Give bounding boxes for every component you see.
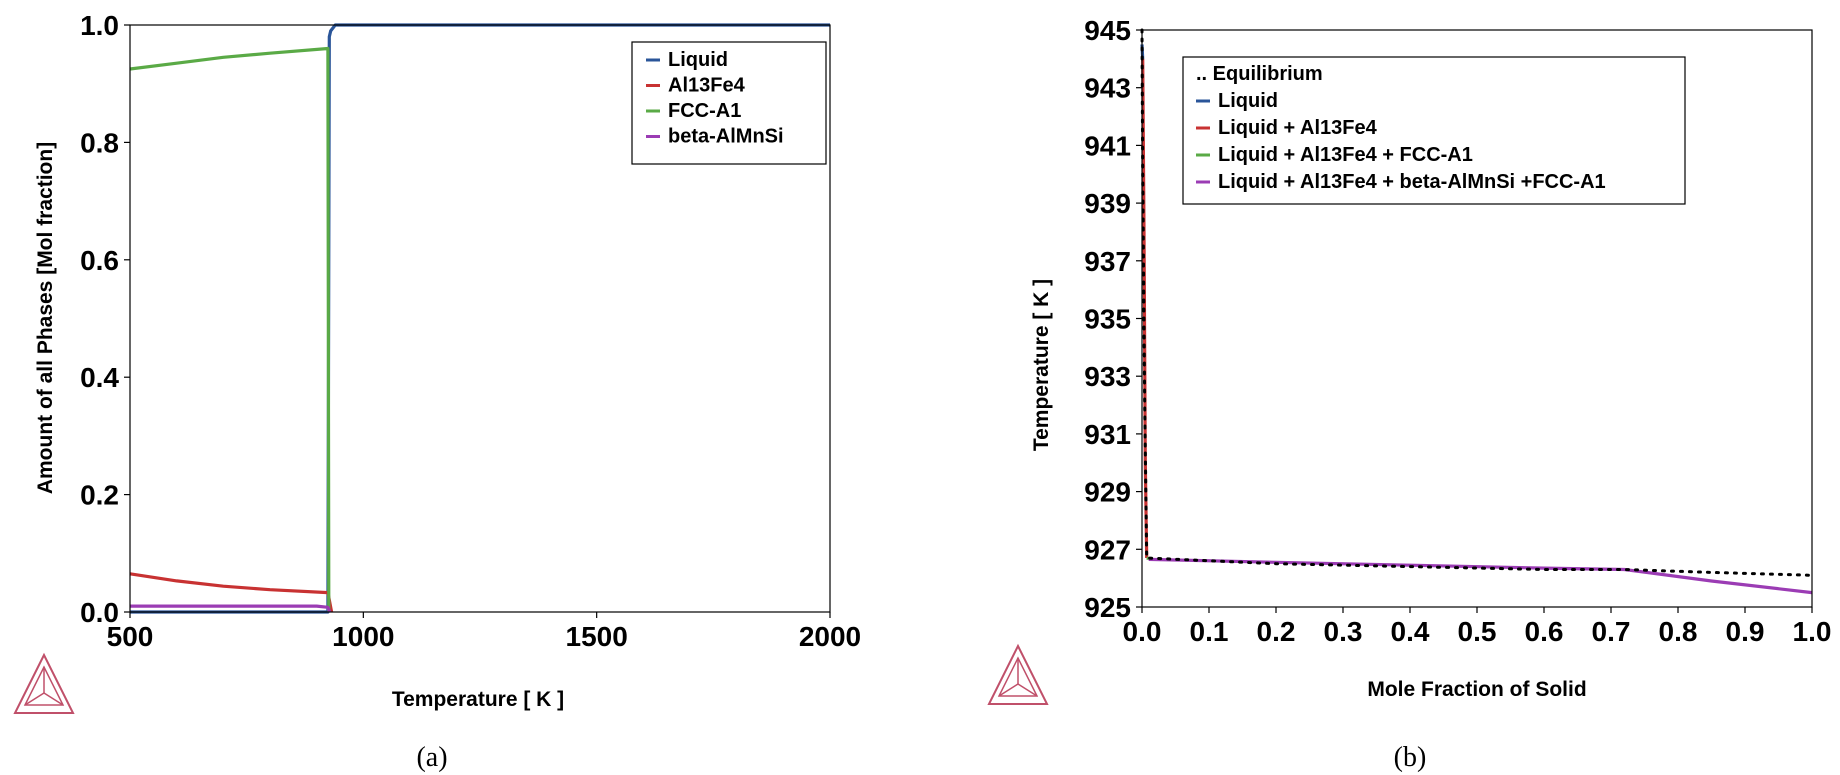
x-tick-label: 0.6 [1525,616,1564,647]
y-tick-label: 0.2 [80,480,119,511]
chart-b-ylabel: Temperature [ K ] [1030,279,1053,451]
y-tick-label: 1.0 [80,10,119,41]
x-tick-label: 0.2 [1257,616,1296,647]
y-tick-label: 945 [1084,15,1131,46]
y-tick-label: 929 [1084,477,1131,508]
legend-label: Liquid + Al13Fe4 [1218,117,1378,139]
legend-label: .. Equilibrium [1196,63,1323,85]
panel-label-a: (a) [416,742,447,773]
x-tick-label: 500 [107,621,154,652]
series-line-fcc [129,46,331,613]
chart-b-legend: .. Equilibrium Liquid Liquid + Al13Fe4 Liqu… [1182,56,1686,205]
panel-label-b: (b) [1394,742,1427,773]
thermo-calc-logo-icon [987,643,1049,705]
legend-label: FCC-A1 [668,100,741,122]
series-line-equilibrium [1140,28,1814,577]
thermo-calc-logo-icon [13,652,75,714]
y-tick-label: 931 [1084,419,1131,450]
x-tick-label: 0.7 [1592,616,1631,647]
x-tick-label: 1.0 [1793,616,1832,647]
chart-a-frame [129,24,831,613]
y-tick-label: 0.0 [80,597,119,628]
chart-a: 0.0 0.2 0.4 0.6 0.8 1.0 500 1000 1500 2000 Tempe… [13,10,861,773]
chart-b-legend-box [1182,56,1686,205]
y-tick-label: 0.8 [80,127,119,158]
y-tick-label: 937 [1084,246,1131,277]
x-tick-label: 2000 [799,621,861,652]
y-tick-label: 939 [1084,188,1131,219]
x-tick-label: 0.3 [1324,616,1363,647]
x-tick-label: 0.5 [1458,616,1497,647]
legend-label: Liquid [1218,90,1278,112]
y-tick-label: 927 [1084,534,1131,565]
series-line-beta [1148,557,1813,595]
x-tick-label: 0.4 [1391,616,1430,647]
x-tick-label: 0.0 [1123,616,1162,647]
legend-label: Liquid + Al13Fe4 + beta-AlMnSi +FCC-A1 [1218,171,1606,193]
y-tick-label: 925 [1084,592,1131,623]
x-tick-label: 1000 [332,621,394,652]
y-tick-label: 935 [1084,304,1131,335]
y-tick-label: 0.4 [80,362,119,393]
x-tick-label: 0.9 [1726,616,1765,647]
legend-label: Liquid [668,49,728,71]
y-tick-label: 943 [1084,73,1131,104]
y-tick-label: 933 [1084,361,1131,392]
chart-b-xlabel: Mole Fraction of Solid [1367,678,1586,701]
chart-a-legend-box [631,41,827,165]
y-tick-label: 941 [1084,130,1131,161]
legend-label: Al13Fe4 [668,75,746,97]
x-tick-label: 0.1 [1190,616,1229,647]
chart-a-legend: Liquid Al13Fe4 FCC-A1 beta-AlMnSi [631,41,827,165]
legend-label: beta-AlMnSi [668,126,784,148]
series-line-beta [130,604,332,613]
x-tick-label: 1500 [566,621,628,652]
x-tick-label: 0.8 [1659,616,1698,647]
legend-label: Liquid + Al13Fe4 + FCC-A1 [1218,144,1473,166]
y-tick-label: 0.6 [80,245,119,276]
chart-a-xlabel: Temperature [ K ] [392,688,564,711]
chart-b: 925 927 929 931 933 935 937 939 941 943 945 0.0 0.1… [987,15,1832,773]
chart-a-ylabel: Amount of all Phases [Mol fraction] [34,142,57,494]
